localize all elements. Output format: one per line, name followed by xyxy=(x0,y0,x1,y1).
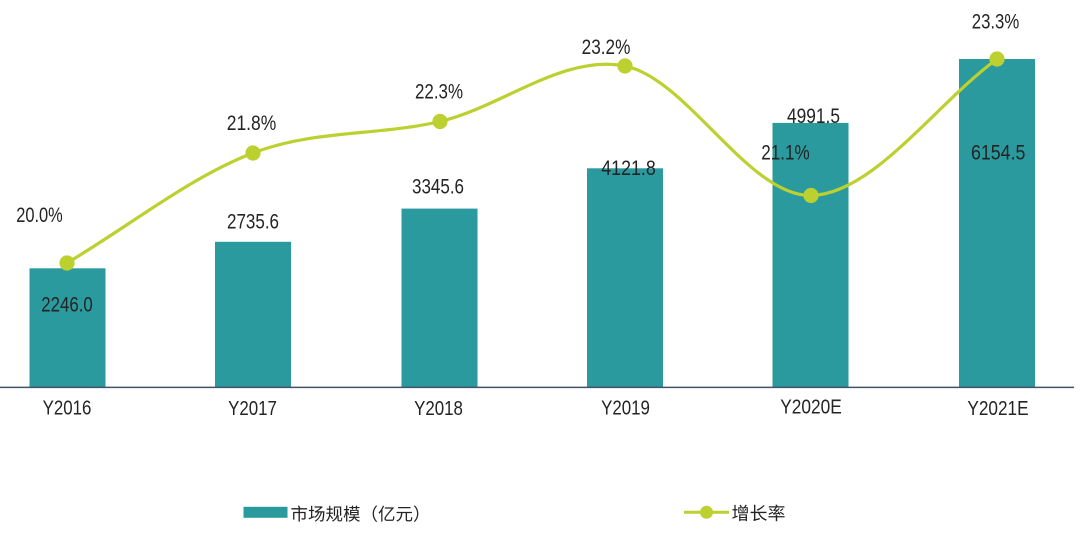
svg-text:Y2018: Y2018 xyxy=(414,398,463,420)
svg-text:Y2021E: Y2021E xyxy=(967,398,1028,420)
svg-text:21.8%: 21.8% xyxy=(227,112,277,135)
svg-text:3345.6: 3345.6 xyxy=(412,175,464,199)
svg-text:21.1%: 21.1% xyxy=(761,142,810,165)
svg-text:22.3%: 22.3% xyxy=(415,81,463,104)
svg-text:4121.8: 4121.8 xyxy=(601,156,656,180)
svg-text:Y2017: Y2017 xyxy=(228,398,277,420)
svg-text:23.3%: 23.3% xyxy=(972,10,1020,33)
svg-text:20.0%: 20.0% xyxy=(16,204,63,227)
svg-text:Y2016: Y2016 xyxy=(43,398,92,420)
svg-text:Y2019: Y2019 xyxy=(601,397,650,419)
svg-text:2246.0: 2246.0 xyxy=(41,293,93,317)
svg-text:Y2020E: Y2020E xyxy=(780,396,842,418)
svg-text:4991.5: 4991.5 xyxy=(787,104,840,128)
svg-text:2735.6: 2735.6 xyxy=(227,210,279,234)
svg-text:23.2%: 23.2% xyxy=(582,36,631,59)
svg-text:6154.5: 6154.5 xyxy=(971,140,1025,164)
